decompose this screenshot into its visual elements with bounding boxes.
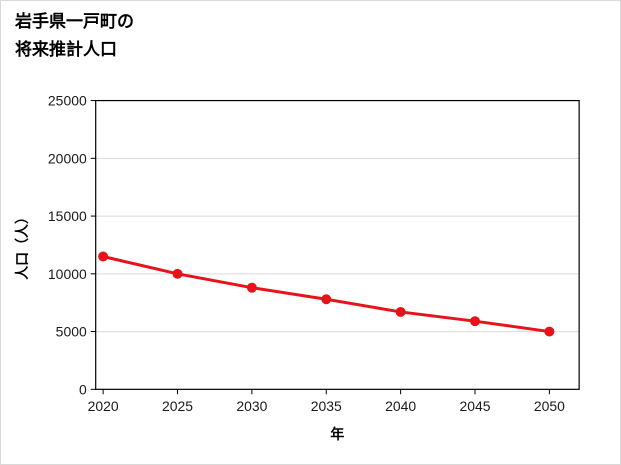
- y-axis-title: 人口（人）: [14, 210, 30, 280]
- x-tick-label: 2040: [385, 398, 416, 414]
- x-tick-label: 2045: [459, 398, 490, 414]
- chart-title-line1: 岩手県一戸町の: [15, 12, 134, 31]
- population-line: [101, 255, 551, 334]
- y-tick-label: 15000: [48, 208, 87, 224]
- x-tick-label: 2025: [162, 398, 193, 414]
- y-tick-label: 25000: [48, 93, 87, 109]
- data-point-marker: [172, 268, 183, 279]
- data-point-marker: [98, 251, 109, 262]
- y-tick-label: 0: [79, 381, 87, 397]
- y-tick-label: 20000: [48, 150, 87, 166]
- y-tick-label: 10000: [48, 266, 87, 282]
- y-tick-label: 5000: [56, 324, 87, 340]
- x-tick-label: 2050: [534, 398, 565, 414]
- data-point-marker: [246, 282, 257, 293]
- data-point-marker: [321, 294, 332, 305]
- x-axis-title: 年: [330, 426, 344, 442]
- chart-title: 岩手県一戸町の 将来推計人口: [15, 8, 134, 64]
- plot-border: [95, 99, 580, 390]
- data-point-marker: [470, 316, 480, 327]
- x-tick-label: 2035: [311, 398, 342, 414]
- data-point-marker: [544, 326, 555, 337]
- data-point-marker: [395, 306, 406, 317]
- chart-title-line2: 将来推計人口: [15, 40, 117, 60]
- x-tick-label: 2030: [236, 398, 267, 414]
- x-tick-label: 2020: [88, 398, 119, 414]
